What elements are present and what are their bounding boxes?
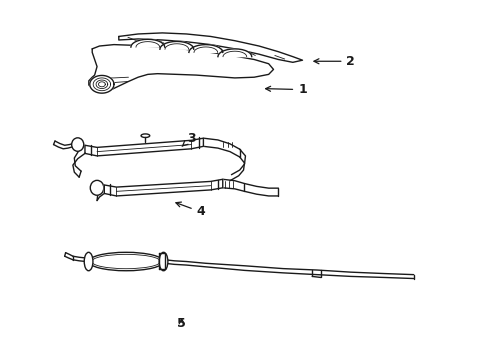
Polygon shape bbox=[218, 49, 251, 57]
Ellipse shape bbox=[88, 252, 163, 271]
Polygon shape bbox=[160, 41, 193, 49]
Polygon shape bbox=[85, 138, 203, 156]
Polygon shape bbox=[119, 33, 302, 62]
Ellipse shape bbox=[84, 252, 93, 271]
Polygon shape bbox=[188, 45, 223, 53]
Ellipse shape bbox=[72, 138, 83, 151]
Polygon shape bbox=[104, 179, 223, 196]
Text: 4: 4 bbox=[176, 202, 205, 219]
Polygon shape bbox=[90, 76, 114, 93]
Ellipse shape bbox=[90, 180, 103, 195]
Ellipse shape bbox=[159, 252, 167, 271]
Polygon shape bbox=[89, 45, 273, 91]
Text: 3: 3 bbox=[182, 132, 195, 146]
Text: 1: 1 bbox=[265, 83, 306, 96]
Ellipse shape bbox=[141, 134, 149, 138]
Text: 2: 2 bbox=[313, 55, 354, 68]
Polygon shape bbox=[131, 39, 164, 47]
Text: 5: 5 bbox=[177, 317, 185, 330]
